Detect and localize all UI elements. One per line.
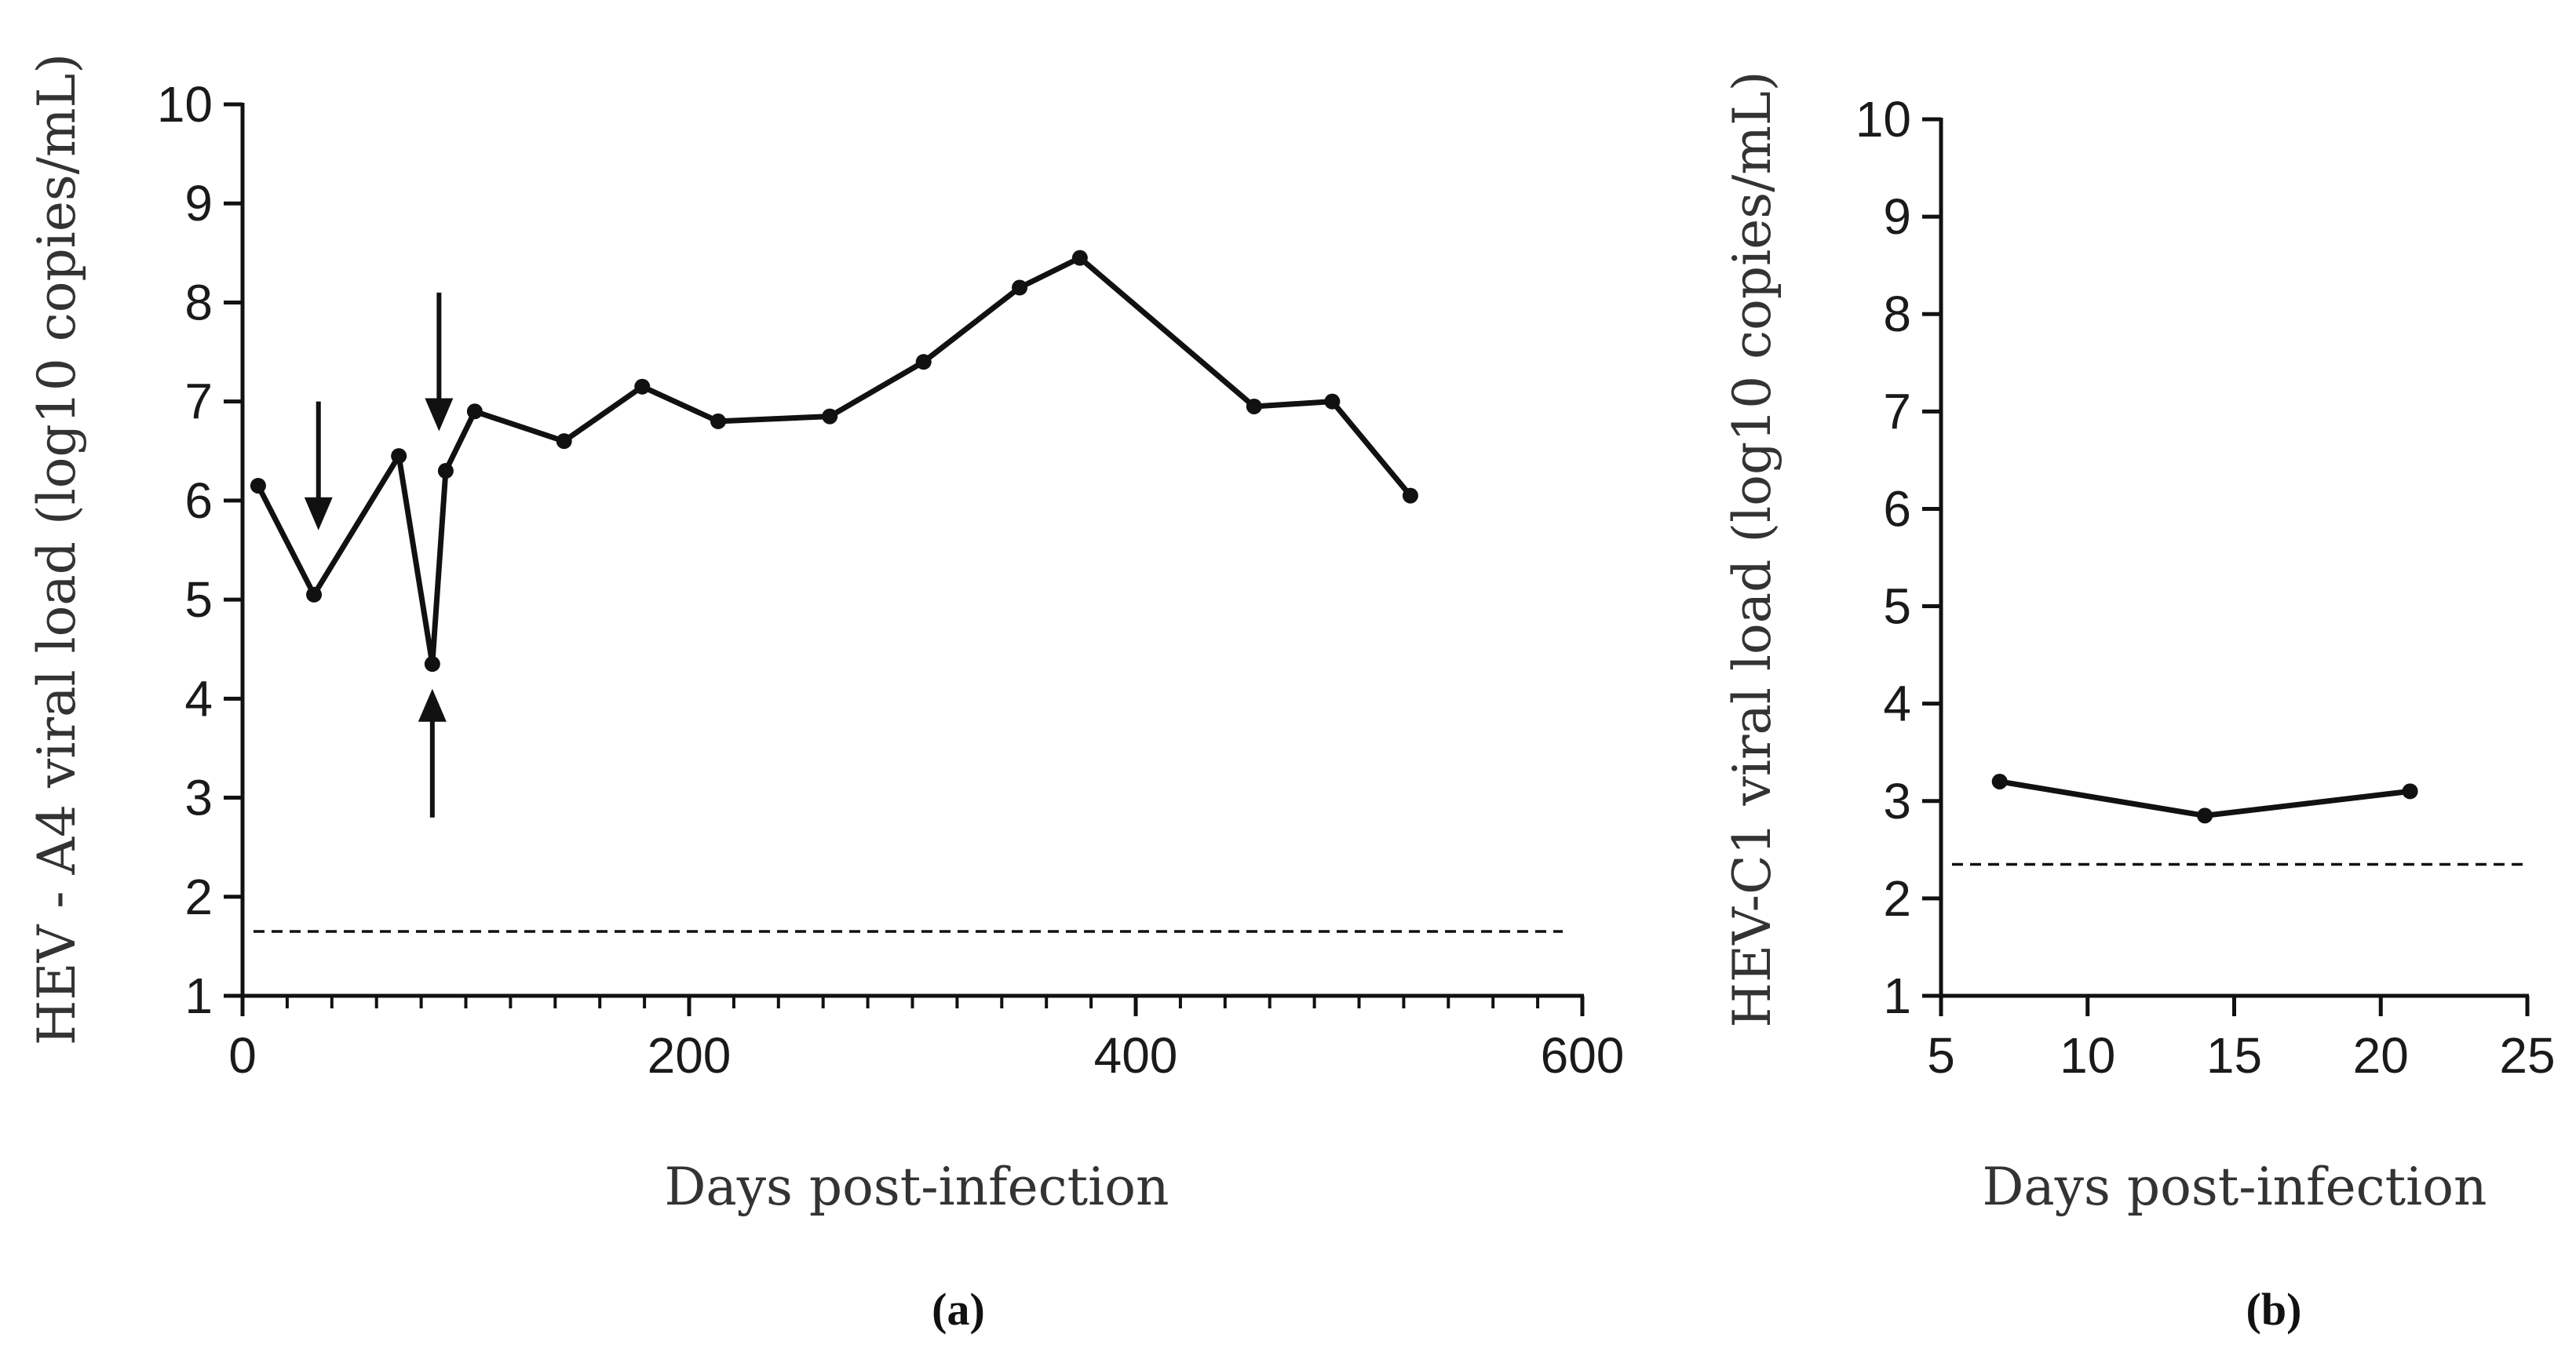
data-point xyxy=(1991,773,2008,789)
y-tick-label: 6 xyxy=(1883,480,1911,537)
data-point xyxy=(424,656,440,673)
arrow-head xyxy=(304,497,333,530)
y-tick-label: 3 xyxy=(1883,773,1911,829)
x-tick-label: 20 xyxy=(2353,1027,2409,1084)
panel-b: 1 2 3 4 5 6 7 8 9 10 5 10 15 20 25 Days post-infection H… xyxy=(1722,71,2556,1335)
y-tick-label: 7 xyxy=(1883,383,1911,439)
data-point xyxy=(556,433,572,450)
x-tick-label: 25 xyxy=(2499,1027,2555,1084)
y-tick-label: 2 xyxy=(1883,870,1911,927)
panel-a: 1 2 3 4 5 6 7 8 9 10 0 200 400 600 Days post-infection… xyxy=(27,53,1624,1335)
y-tick-label: 1 xyxy=(184,968,213,1024)
x-axis-title: Days post-infection xyxy=(1982,1157,2487,1217)
y-tick-label: 6 xyxy=(184,472,213,529)
data-point xyxy=(2402,783,2418,800)
data-point xyxy=(634,378,651,395)
arrow-head xyxy=(418,688,447,722)
data-point xyxy=(1071,250,1088,266)
data-point xyxy=(710,413,726,429)
y-axis-title: HEV-C1 viral load (log10 copies/mL) xyxy=(1722,71,1782,1027)
y-tick-label: 2 xyxy=(184,869,213,925)
arrow-head xyxy=(425,398,454,432)
data-point xyxy=(437,463,454,479)
panel-label: (b) xyxy=(2246,1284,2302,1335)
data-point xyxy=(2197,807,2213,824)
y-tick-label: 9 xyxy=(1883,188,1911,245)
x-tick-label: 5 xyxy=(1927,1027,1955,1084)
x-axis-title: Days post-infection xyxy=(664,1157,1169,1217)
y-tick-label: 5 xyxy=(1883,578,1911,635)
y-tick-label: 10 xyxy=(1855,91,1911,148)
y-tick-label: 1 xyxy=(1883,968,1911,1024)
x-tick-label: 10 xyxy=(2060,1027,2115,1084)
y-tick-label: 8 xyxy=(1883,286,1911,342)
data-point xyxy=(915,354,932,370)
data-point xyxy=(250,477,266,494)
data-point xyxy=(1246,398,1262,414)
data-point xyxy=(1324,393,1341,410)
panel-label: (a) xyxy=(932,1284,985,1335)
y-tick-label: 3 xyxy=(184,770,213,826)
data-point xyxy=(391,448,407,465)
y-tick-label: 4 xyxy=(1883,676,1911,732)
data-point xyxy=(1012,279,1028,296)
data-point xyxy=(1402,487,1418,504)
x-tick-label: 600 xyxy=(1541,1027,1625,1084)
x-tick-label: 200 xyxy=(648,1027,732,1084)
series-line xyxy=(255,255,1413,667)
data-point xyxy=(822,408,838,425)
y-tick-label: 9 xyxy=(184,175,213,231)
y-tick-label: 5 xyxy=(184,571,213,628)
x-tick-label: 15 xyxy=(2206,1027,2262,1084)
y-tick-label: 10 xyxy=(157,76,213,133)
x-tick-label: 400 xyxy=(1094,1027,1178,1084)
y-tick-label: 4 xyxy=(184,670,213,727)
x-tick-label: 0 xyxy=(228,1027,257,1084)
data-point xyxy=(466,403,483,420)
data-point xyxy=(306,586,323,603)
y-tick-label: 7 xyxy=(184,374,213,430)
y-axis-title: HEV - A4 viral load (log10 copies/mL) xyxy=(27,53,87,1045)
y-tick-label: 8 xyxy=(184,274,213,330)
